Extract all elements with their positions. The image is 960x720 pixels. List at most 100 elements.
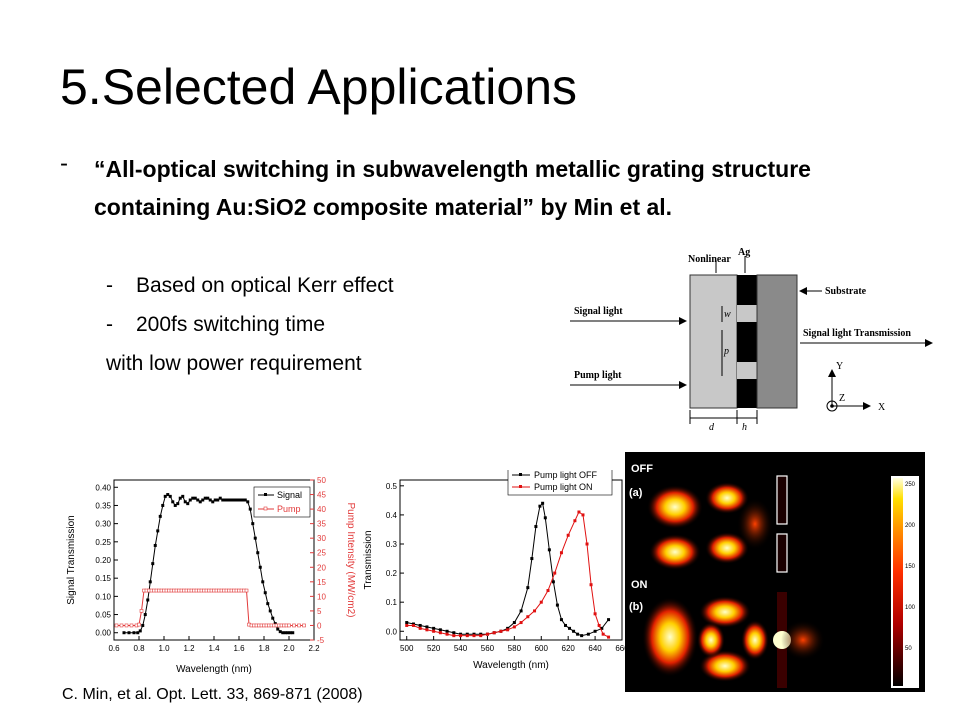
data-point — [526, 615, 530, 619]
data-point — [186, 502, 190, 506]
sub-bullet-text: 200fs switching time — [136, 313, 326, 336]
series-line-1 — [406, 511, 609, 638]
colorbar: 250 200 150 100 50 — [891, 476, 919, 688]
data-point — [465, 634, 469, 638]
data-point — [213, 498, 217, 502]
data-point — [432, 626, 436, 630]
data-point — [273, 622, 277, 626]
data-point — [559, 618, 563, 622]
data-point — [238, 498, 242, 502]
data-point — [485, 632, 489, 636]
data-point — [563, 623, 567, 627]
y-tick-label: 0.25 — [95, 538, 111, 547]
data-point — [216, 498, 220, 502]
data-point — [581, 513, 585, 517]
main-bullet-text: “All-optical switching in subwavelength … — [94, 156, 811, 220]
x-tick-label: 2.2 — [308, 644, 320, 653]
data-point — [297, 623, 301, 628]
data-point — [261, 580, 265, 584]
y-tick-label: 0.20 — [95, 556, 111, 565]
data-point — [231, 498, 235, 502]
data-point — [241, 498, 245, 502]
data-point — [539, 600, 543, 604]
x-tick-label: 2.0 — [283, 644, 295, 653]
data-point — [543, 516, 547, 520]
colorbar-tick: 50 — [905, 646, 912, 652]
data-point — [141, 623, 145, 627]
data-point — [139, 609, 144, 613]
data-point — [201, 498, 205, 502]
y2-tick-label: 25 — [317, 549, 326, 558]
data-point — [472, 634, 476, 638]
data-point — [244, 588, 249, 593]
data-point — [137, 622, 141, 627]
data-point — [203, 496, 207, 500]
data-point — [266, 602, 270, 606]
label-on: ON — [631, 579, 648, 591]
sub-bullet-dash: - — [106, 274, 113, 297]
y-tick-label: 0.3 — [386, 540, 398, 549]
data-point — [228, 498, 232, 502]
data-point — [211, 500, 215, 504]
substrate-layer — [756, 274, 798, 409]
y2-tick-label: 40 — [317, 505, 326, 514]
data-point — [124, 623, 129, 628]
data-point — [411, 623, 415, 627]
y-tick-label: 0.05 — [95, 611, 111, 620]
data-point — [601, 632, 605, 636]
nonlinear-layer — [689, 274, 738, 409]
data-point — [479, 634, 483, 638]
legend-pump: Pump — [277, 504, 301, 514]
data-point — [405, 623, 409, 627]
y-tick-label: 0.5 — [386, 482, 398, 491]
legend-signal: Signal — [277, 490, 302, 500]
data-point — [153, 543, 157, 547]
data-point — [534, 525, 538, 529]
label-d: d — [709, 422, 715, 433]
data-point — [546, 589, 550, 593]
y2-tick-label: 0 — [317, 621, 322, 630]
x-tick-label: 520 — [427, 644, 441, 653]
data-point — [166, 493, 170, 497]
label-w: w — [724, 309, 731, 320]
data-point — [586, 632, 590, 636]
data-point — [291, 631, 295, 635]
data-point — [158, 514, 162, 518]
x-axis-label: Wavelength (nm) — [473, 660, 549, 671]
data-point — [246, 500, 250, 504]
data-point — [193, 496, 197, 500]
data-point — [156, 529, 160, 533]
data-point — [281, 631, 285, 635]
data-point — [499, 629, 503, 633]
data-point — [161, 503, 165, 507]
data-point — [173, 503, 177, 507]
data-point — [445, 632, 449, 636]
y2-axis-label: Pump Intensity (MW/cm2) — [345, 502, 356, 617]
transmission-spectrum-chart: Wavelength (nm) Transmission Pump light … — [363, 470, 629, 671]
data-point — [445, 629, 449, 633]
data-point — [288, 631, 292, 635]
data-point — [533, 609, 537, 613]
data-point — [551, 580, 555, 584]
legend-pump-on: Pump light ON — [534, 482, 593, 492]
data-point — [512, 621, 516, 625]
data-point — [438, 628, 442, 632]
data-point — [572, 629, 576, 633]
data-point — [576, 632, 580, 636]
data-point — [607, 618, 611, 622]
data-point — [268, 609, 272, 613]
data-point — [256, 551, 260, 555]
legend: Pump light OFF Pump light ON — [507, 470, 613, 496]
y-axis-label: Transmission — [363, 530, 374, 589]
field-map-on — [642, 592, 881, 688]
signal-pump-chart: Wavelength (nm) Signal Transmission Pump… — [66, 476, 356, 675]
data-point — [132, 631, 136, 635]
data-point — [226, 498, 230, 502]
label-panel-b: (b) — [629, 601, 643, 613]
label-panel-a: (a) — [629, 487, 643, 499]
y-tick-label: 0.10 — [95, 592, 111, 601]
data-point — [585, 542, 589, 546]
data-point — [148, 580, 152, 584]
y2-tick-label: -5 — [317, 636, 325, 645]
x-tick-label: 500 — [400, 644, 414, 653]
